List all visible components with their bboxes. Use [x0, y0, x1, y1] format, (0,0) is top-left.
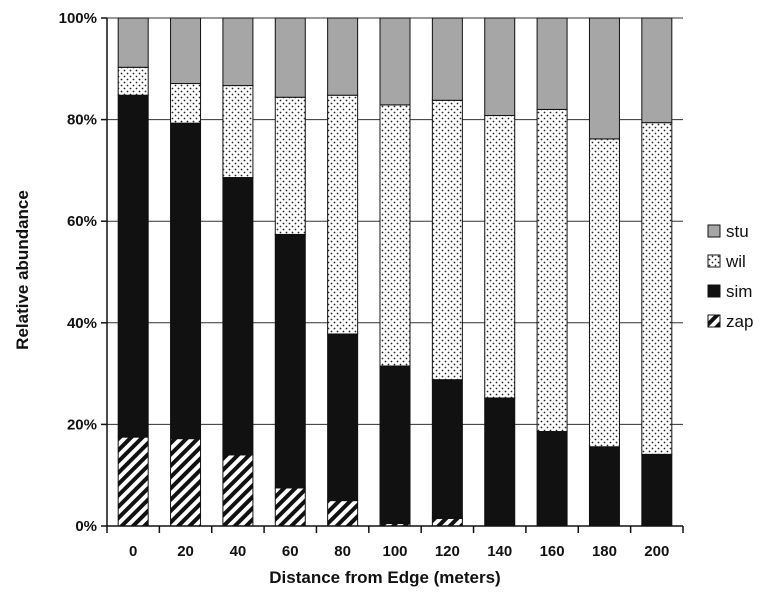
- bar-segment-wil: [327, 94, 359, 335]
- legend-label-stu: stu: [726, 222, 749, 241]
- x-tick-label: 160: [540, 543, 565, 560]
- y-tick-label: 100%: [59, 10, 97, 27]
- bar-segment-wil: [588, 138, 620, 448]
- y-tick-label: 80%: [67, 112, 97, 129]
- x-tick-label: 140: [487, 543, 512, 560]
- x-tick-label: 80: [334, 543, 351, 560]
- bar-segment-sim: [536, 431, 568, 527]
- bar-segment-wil: [117, 66, 149, 96]
- bar-segment-wil: [170, 83, 202, 124]
- x-tick-label: 20: [177, 543, 194, 560]
- bar-segment-zap: [274, 487, 306, 527]
- bar-segment-wil: [222, 85, 254, 179]
- bar-segment-sim: [641, 453, 673, 527]
- y-tick-label: 40%: [67, 315, 97, 332]
- legend-swatch-sim: [707, 284, 721, 298]
- x-tick-label: 0: [129, 543, 137, 560]
- legend: stu wil sim zap: [707, 222, 753, 331]
- bar-segment-stu: [379, 17, 411, 106]
- y-tick-labels: 0% 20% 40% 60% 80% 100%: [59, 10, 107, 535]
- bar-segment-zap: [170, 438, 202, 527]
- legend-label-zap: zap: [726, 312, 753, 331]
- bar-segment-wil: [536, 108, 568, 433]
- x-tick-label: 200: [644, 543, 669, 560]
- bar-segment-stu: [327, 17, 359, 96]
- bar-segment-sim: [379, 365, 411, 524]
- bar-segment-sim: [117, 94, 149, 438]
- bar-segment-stu: [536, 17, 568, 110]
- y-axis-title: Relative abundance: [13, 190, 32, 350]
- bar-segment-wil: [484, 115, 516, 399]
- bar-segment-sim: [431, 379, 463, 519]
- bar-segment-stu: [484, 17, 516, 117]
- legend-label-wil: wil: [725, 252, 746, 271]
- bar-segment-stu: [170, 17, 202, 85]
- bar-segment-stu: [588, 17, 620, 140]
- x-tick-label: 180: [592, 543, 617, 560]
- bar-segment-sim: [274, 233, 306, 489]
- bar-segment-zap: [431, 517, 463, 527]
- x-tick-label: 100: [382, 543, 407, 560]
- y-tick-label: 0%: [75, 518, 97, 535]
- axes: [106, 18, 683, 527]
- x-axis-title: Distance from Edge (meters): [269, 568, 500, 587]
- bar-segment-zap: [117, 436, 149, 527]
- bar-segment-zap: [327, 500, 359, 527]
- bar-segment-sim: [588, 446, 620, 527]
- legend-swatch-stu: [707, 224, 721, 238]
- bar-segment-sim: [484, 397, 516, 527]
- legend-swatch-zap: [707, 314, 721, 328]
- bar-segment-sim: [170, 122, 202, 440]
- legend-label-sim: sim: [726, 282, 752, 301]
- x-tick-labels: 0 20 40 60 80 100 120 140 160 180 200: [106, 526, 684, 560]
- y-tick-label: 20%: [67, 416, 97, 433]
- bar-segment-stu: [117, 17, 149, 68]
- y-tick-label: 60%: [67, 213, 97, 230]
- bar-segment-stu: [274, 17, 306, 98]
- bar-segment-sim: [327, 333, 359, 502]
- bars: [117, 17, 673, 527]
- bar-segment-wil: [274, 96, 306, 235]
- bar-segment-wil: [641, 122, 673, 455]
- bar-segment-sim: [222, 177, 254, 456]
- x-tick-label: 40: [230, 543, 247, 560]
- bar-segment-stu: [641, 17, 673, 124]
- bar-segment-stu: [222, 17, 254, 87]
- legend-swatch-wil: [707, 254, 721, 268]
- bar-segment-stu: [431, 17, 463, 101]
- bar-segment-zap: [222, 454, 254, 527]
- bar-segment-wil: [379, 104, 411, 367]
- bar-segment-wil: [431, 99, 463, 381]
- x-tick-label: 120: [435, 543, 460, 560]
- x-tick-label: 60: [282, 543, 299, 560]
